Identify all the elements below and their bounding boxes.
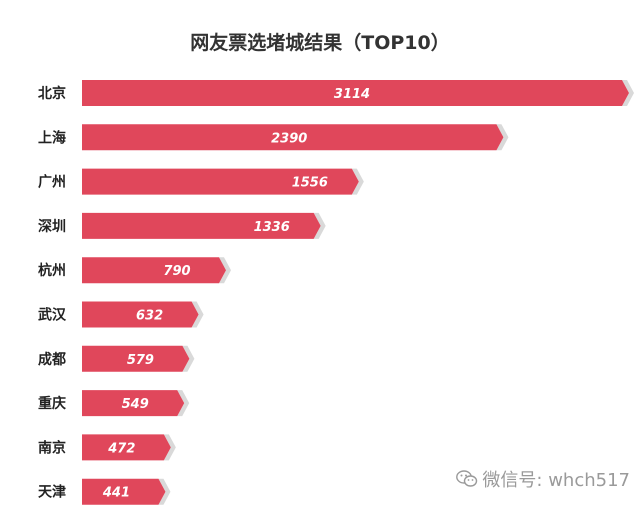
bar	[82, 345, 190, 372]
category-label: 北京	[38, 85, 66, 102]
value-label: 1556	[292, 176, 328, 191]
bar-row: 武汉 632	[38, 301, 204, 328]
wechat-logo-icon	[456, 470, 478, 487]
bar	[82, 434, 171, 461]
bar-row: 广州 1556	[38, 168, 364, 195]
value-label: 441	[102, 486, 130, 501]
bar-row: 深圳 1336	[38, 212, 326, 239]
bar-shadow	[622, 80, 634, 106]
category-label: 南京	[38, 439, 66, 456]
category-label: 广州	[38, 174, 66, 191]
bar-shadow	[182, 345, 195, 372]
value-label: 2390	[271, 131, 307, 146]
bar	[82, 478, 166, 505]
bar-shadow	[163, 434, 176, 461]
bar-shadow	[218, 257, 231, 284]
bar	[82, 212, 321, 239]
bar-row: 南京 472	[38, 434, 176, 461]
bar	[82, 390, 185, 417]
bar	[82, 168, 359, 195]
bar-shadow	[191, 301, 204, 328]
value-label: 1336	[254, 220, 290, 235]
chart-title: 网友票选堵城结果（TOP10）	[190, 32, 450, 54]
bar-row: 北京 3114	[38, 80, 634, 106]
bar	[82, 301, 199, 328]
bar-row: 重庆 549	[38, 390, 190, 417]
bar	[82, 80, 629, 106]
bar-shadow	[351, 168, 364, 195]
value-label: 790	[163, 264, 190, 279]
value-label: 632	[136, 309, 163, 324]
bar-row: 成都 579	[38, 345, 195, 372]
category-label: 深圳	[38, 218, 66, 235]
bar-row: 上海 2390	[38, 124, 509, 151]
bar-row: 杭州 790	[38, 257, 231, 284]
category-label: 杭州	[38, 262, 66, 279]
category-label: 上海	[38, 129, 66, 146]
watermark: 微信号: whch517	[456, 466, 630, 492]
bar-shadow	[313, 212, 326, 239]
bar-shadow	[158, 478, 171, 505]
bar	[82, 257, 226, 284]
bar-row: 天津 441	[38, 478, 171, 505]
bar-shadow	[177, 390, 190, 417]
category-label: 重庆	[38, 395, 66, 412]
category-label: 成都	[38, 351, 66, 368]
value-label: 579	[127, 353, 154, 368]
bar-shadow	[496, 124, 509, 151]
bar	[82, 124, 504, 151]
watermark-text: 微信号: whch517	[482, 470, 630, 491]
category-label: 天津	[38, 484, 66, 501]
value-label: 549	[122, 397, 149, 412]
value-label: 3114	[334, 87, 370, 102]
value-label: 472	[107, 441, 135, 456]
category-label: 武汉	[38, 307, 67, 324]
